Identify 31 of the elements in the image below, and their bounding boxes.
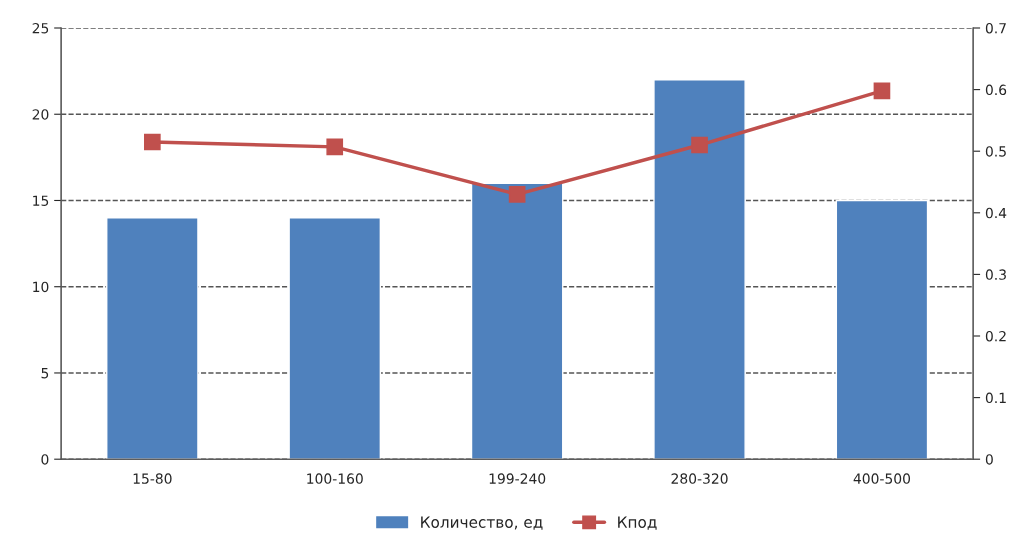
point <box>873 82 891 100</box>
y-tick-label: 5 <box>41 368 49 379</box>
point <box>144 133 161 151</box>
y-tick-label: 25 <box>32 22 49 34</box>
y2-tick-label: 0.6 <box>985 84 1007 96</box>
bar <box>106 217 199 460</box>
x-tick-label: 100-160 <box>307 473 363 484</box>
x-tick-label: 199-240 <box>489 473 546 484</box>
point <box>691 136 708 154</box>
bar <box>470 182 564 460</box>
x-tick-label: 15-80 <box>133 473 172 484</box>
y2-tick-label: 0 <box>985 454 993 465</box>
y2-tick-label: 0.2 <box>985 330 1006 342</box>
legend-label: Кпод <box>618 516 657 530</box>
x-tick-label: 280-320 <box>671 473 728 484</box>
point <box>326 138 344 156</box>
y-tick-label: 20 <box>32 109 49 120</box>
y-tick-label: 10 <box>33 281 49 293</box>
bar <box>288 217 382 460</box>
y2-tick-label: 0.7 <box>985 22 1006 34</box>
x-tick-label: 400-500 <box>853 473 911 484</box>
y2-tick-label: 0.4 <box>985 207 1007 219</box>
legend-label: Количество, ед <box>421 516 543 530</box>
bar <box>653 79 746 460</box>
y2-tick-label: 0.3 <box>985 269 1006 280</box>
point <box>508 185 526 203</box>
y-tick-label: 15 <box>33 195 49 206</box>
y2-tick-label: 0.1 <box>985 392 1006 404</box>
y-tick-label: 0 <box>41 454 49 465</box>
bar <box>835 199 929 460</box>
y2-tick-label: 0.5 <box>985 146 1006 157</box>
